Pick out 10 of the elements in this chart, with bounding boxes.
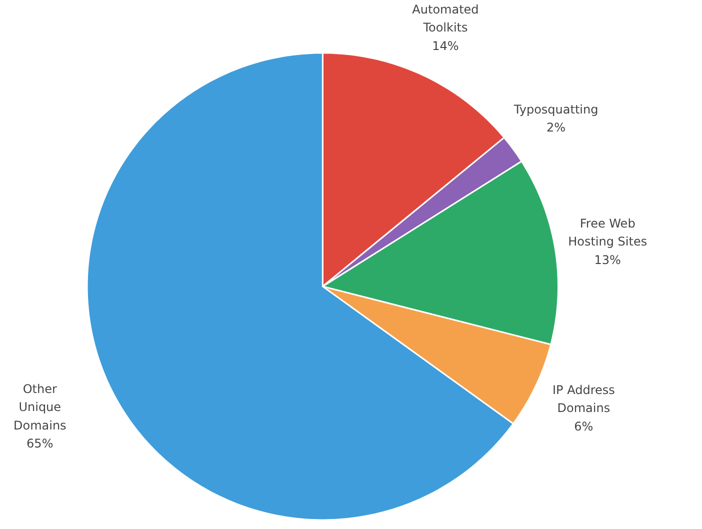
slice-label: Free Web Hosting Sites (568, 216, 648, 249)
data-label: 13% (594, 252, 621, 267)
slice-label: Automated Toolkits (412, 2, 479, 35)
data-label: 14% (432, 38, 459, 53)
slice-label: Other Unique Domains (13, 382, 66, 432)
slice-label: Typosquatting (512, 102, 598, 116)
data-label: 2% (546, 120, 566, 134)
data-label: 6% (574, 419, 594, 434)
slice-label: IP Address Domains (552, 382, 615, 416)
data-label: 65% (26, 436, 54, 451)
